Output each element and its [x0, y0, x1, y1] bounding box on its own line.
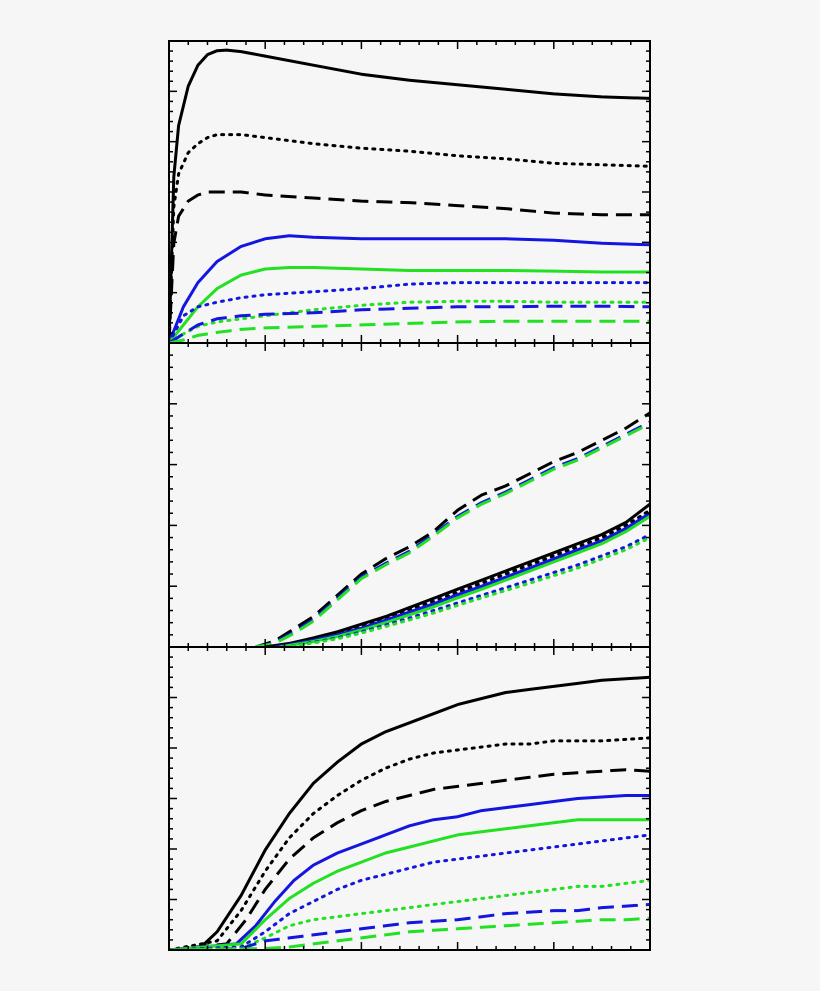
- series-line-6: [169, 833, 650, 950]
- series-line-9: [169, 319, 650, 343]
- series-line-5: [268, 508, 650, 647]
- panel-top: [168, 40, 651, 344]
- series-line-6: [274, 511, 650, 647]
- axis-ticks: [168, 342, 651, 648]
- series-line-1: [169, 48, 650, 343]
- series-line-4: [169, 234, 650, 343]
- series-line-5: [169, 818, 650, 950]
- series-line-9: [169, 916, 650, 950]
- axes-frame: [168, 342, 651, 648]
- series-line-7: [169, 299, 650, 343]
- series-line-8: [169, 304, 650, 343]
- series-line-6: [169, 281, 650, 343]
- panel-bottom: [168, 646, 651, 951]
- series-line-2: [255, 420, 650, 647]
- series-line-3: [255, 422, 650, 647]
- series-line-7: [279, 515, 650, 647]
- series-line-4: [264, 502, 650, 647]
- axis-ticks: [168, 646, 651, 951]
- series-line-2: [169, 133, 650, 343]
- series-group: [255, 411, 650, 647]
- series-line-1: [169, 675, 650, 950]
- series-line-7: [169, 878, 650, 950]
- series-line-2: [169, 736, 650, 950]
- series-group: [169, 675, 650, 950]
- series-line-9: [282, 536, 650, 647]
- series-line-1: [255, 411, 650, 647]
- series-line-3: [169, 768, 650, 950]
- series-line-8: [169, 903, 650, 950]
- axis-ticks: [168, 40, 651, 344]
- panel-middle: [168, 342, 651, 648]
- series-line-5: [169, 266, 650, 343]
- series-line-4: [169, 794, 650, 950]
- series-group: [169, 48, 650, 343]
